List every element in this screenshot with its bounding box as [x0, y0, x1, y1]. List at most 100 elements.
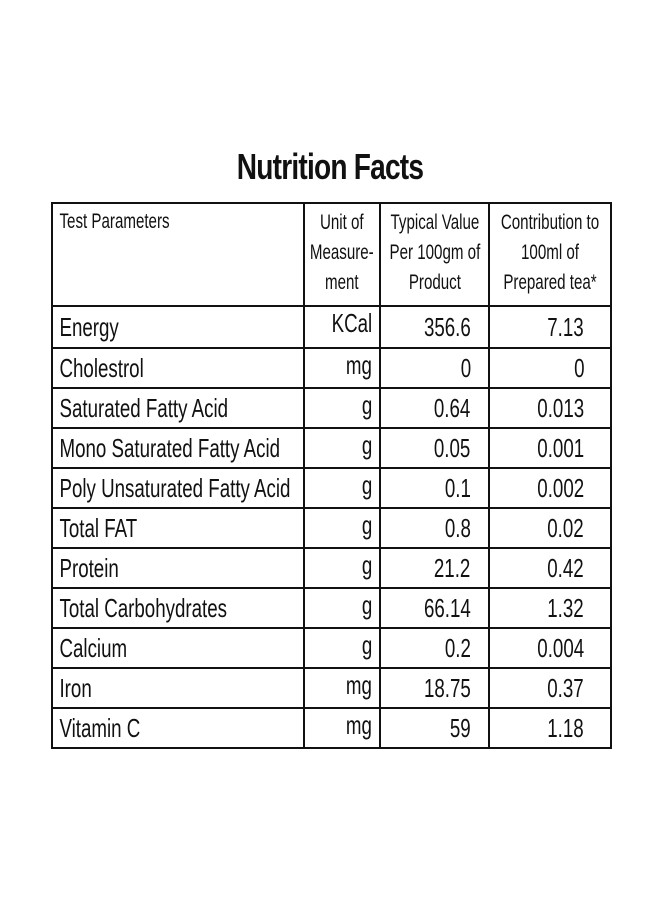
parameter-label: Cholestrol — [59, 353, 144, 383]
cell-unit: mg — [303, 667, 381, 709]
cell-unit: g — [303, 507, 381, 549]
cell-contribution: 0.42 — [488, 547, 612, 589]
table-row: Vitamin C mg 59 1.18 — [51, 707, 612, 749]
cell-parameter: Poly Unsaturated Fatty Acid — [51, 467, 305, 509]
table-header-row: Test Parameters Unit of Measure- ment Ty… — [51, 202, 612, 307]
parameter-label: Energy — [59, 312, 119, 342]
cell-typical-value: 0.1 — [379, 467, 490, 509]
cell-unit: g — [303, 627, 381, 669]
cell-typical-value: 0.2 — [379, 627, 490, 669]
unit-label: g — [361, 390, 372, 420]
table-row: Saturated Fatty Acid g 0.64 0.013 — [51, 387, 612, 429]
cell-contribution: 1.32 — [488, 587, 612, 629]
parameter-label: Saturated Fatty Acid — [59, 393, 229, 423]
typical-value-label: 18.75 — [423, 673, 471, 703]
header-contribution: Contribution to 100ml of Prepared tea* — [488, 202, 612, 307]
cell-unit: KCal — [303, 305, 381, 349]
typical-value-label: 0.64 — [434, 393, 471, 423]
contribution-label: 0.37 — [547, 673, 585, 703]
header-test-parameters: Test Parameters — [51, 202, 305, 307]
unit-label: mg — [345, 670, 372, 700]
header-unit-of-measurement: Unit of Measure- ment — [303, 202, 381, 307]
cell-unit: g — [303, 387, 381, 429]
typical-value-label: 0.05 — [434, 433, 471, 463]
parameter-label: Vitamin C — [59, 713, 141, 743]
typical-value-label: 0.2 — [444, 633, 471, 663]
table-row: Calcium g 0.2 0.004 — [51, 627, 612, 669]
contribution-label: 0.004 — [537, 633, 585, 663]
contribution-label: 1.18 — [547, 713, 585, 743]
cell-parameter: Protein — [51, 547, 305, 589]
header-typical-value-label: Typical Value Per 100gm of Product — [389, 211, 480, 294]
typical-value-label: 0.8 — [444, 513, 471, 543]
cell-contribution: 0.002 — [488, 467, 612, 509]
cell-typical-value: 0.05 — [379, 427, 490, 469]
page-title: Nutrition Facts — [236, 146, 424, 187]
unit-label: g — [361, 430, 372, 460]
cell-unit: g — [303, 427, 381, 469]
cell-typical-value: 66.14 — [379, 587, 490, 629]
cell-typical-value: 0 — [379, 347, 490, 389]
cell-unit: g — [303, 467, 381, 509]
contribution-label: 0.42 — [547, 553, 585, 583]
cell-parameter: Calcium — [51, 627, 305, 669]
table-row: Total FAT g 0.8 0.02 — [51, 507, 612, 549]
table-row: Protein g 21.2 0.42 — [51, 547, 612, 589]
cell-contribution: 7.13 — [488, 305, 612, 349]
typical-value-label: 66.14 — [423, 593, 471, 623]
contribution-label: 0 — [573, 353, 585, 383]
cell-parameter: Cholestrol — [51, 347, 305, 389]
unit-label: g — [361, 630, 372, 660]
unit-label: KCal — [331, 308, 372, 338]
cell-contribution: 0.013 — [488, 387, 612, 429]
cell-typical-value: 0.64 — [379, 387, 490, 429]
header-unit-of-measurement-label: Unit of Measure- ment — [310, 211, 374, 294]
parameter-label: Protein — [59, 553, 119, 583]
cell-parameter: Energy — [51, 305, 305, 349]
parameter-label: Iron — [59, 673, 92, 703]
contribution-label: 0.02 — [547, 513, 585, 543]
header-test-parameters-label: Test Parameters — [59, 210, 170, 233]
cell-parameter: Saturated Fatty Acid — [51, 387, 305, 429]
cell-contribution: 0.37 — [488, 667, 612, 709]
table-row: Mono Saturated Fatty Acid g 0.05 0.001 — [51, 427, 612, 469]
parameter-label: Mono Saturated Fatty Acid — [59, 433, 281, 463]
cell-contribution: 1.18 — [488, 707, 612, 749]
cell-typical-value: 0.8 — [379, 507, 490, 549]
unit-label: mg — [345, 350, 372, 380]
cell-unit: g — [303, 547, 381, 589]
cell-parameter: Mono Saturated Fatty Acid — [51, 427, 305, 469]
unit-label: g — [361, 510, 372, 540]
parameter-label: Total Carbohydrates — [59, 593, 228, 623]
cell-contribution: 0.02 — [488, 507, 612, 549]
table-row: Cholestrol mg 0 0 — [51, 347, 612, 389]
table-row: Total Carbohydrates g 66.14 1.32 — [51, 587, 612, 629]
typical-value-label: 59 — [449, 713, 471, 743]
unit-label: mg — [345, 710, 372, 740]
parameter-label: Calcium — [59, 633, 128, 663]
cell-contribution: 0.001 — [488, 427, 612, 469]
cell-unit: mg — [303, 707, 381, 749]
cell-typical-value: 356.6 — [379, 305, 490, 349]
cell-parameter: Total FAT — [51, 507, 305, 549]
contribution-label: 7.13 — [547, 312, 585, 342]
cell-typical-value: 18.75 — [379, 667, 490, 709]
typical-value-label: 356.6 — [423, 312, 471, 342]
table-row: Energy KCal 356.6 7.13 — [51, 305, 612, 349]
table-row: Iron mg 18.75 0.37 — [51, 667, 612, 709]
typical-value-label: 0 — [460, 353, 471, 383]
cell-unit: mg — [303, 347, 381, 389]
cell-typical-value: 21.2 — [379, 547, 490, 589]
header-typical-value: Typical Value Per 100gm of Product — [379, 202, 490, 307]
unit-label: g — [361, 470, 372, 500]
typical-value-label: 21.2 — [434, 553, 471, 583]
cell-parameter: Total Carbohydrates — [51, 587, 305, 629]
cell-unit: g — [303, 587, 381, 629]
contribution-label: 1.32 — [547, 593, 585, 623]
nutrition-table: Test Parameters Unit of Measure- ment Ty… — [51, 202, 612, 749]
cell-parameter: Iron — [51, 667, 305, 709]
cell-typical-value: 59 — [379, 707, 490, 749]
contribution-label: 0.013 — [537, 393, 585, 423]
cell-parameter: Vitamin C — [51, 707, 305, 749]
unit-label: g — [361, 590, 372, 620]
